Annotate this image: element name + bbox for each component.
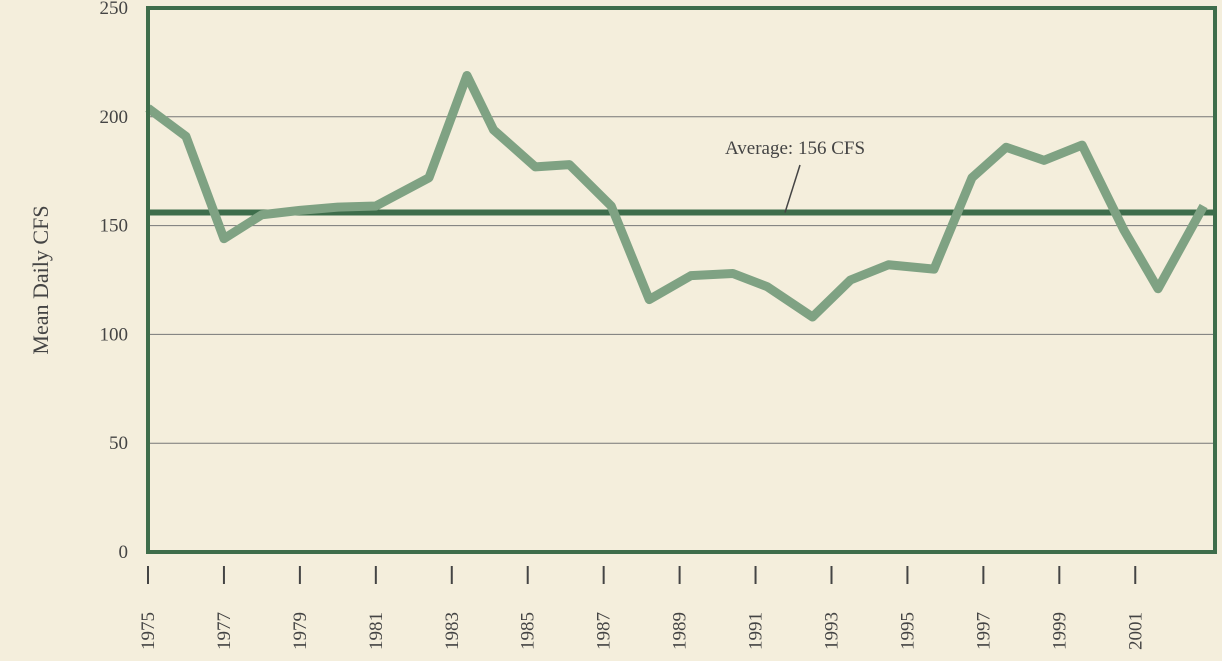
x-tick-label: 1989 — [670, 612, 691, 650]
x-tick-label: 1995 — [897, 612, 918, 650]
annotation-leader — [784, 164, 801, 213]
x-tick-label: 1977 — [214, 612, 235, 650]
x-tick-label: 1993 — [821, 612, 842, 650]
x-tick-label: 1979 — [290, 612, 311, 650]
annotation: Average: 156 CFS — [725, 138, 865, 159]
x-tick-label: 1981 — [366, 612, 387, 650]
x-tick-label: 1983 — [442, 612, 463, 650]
x-tick-label: 1991 — [746, 612, 767, 650]
y-tick-label: 50 — [109, 433, 128, 454]
y-tick-label: 150 — [100, 216, 129, 237]
x-tick-label: 1975 — [138, 612, 159, 650]
x-tick-label: 1987 — [594, 612, 615, 650]
y-tick-label: 250 — [100, 0, 129, 19]
y-axis-label: Mean Daily CFS — [28, 205, 53, 354]
x-tick-label: 1999 — [1049, 612, 1070, 650]
y-tick-label: 200 — [100, 107, 129, 128]
x-tick-label: 2001 — [1125, 612, 1146, 650]
y-tick-label: 0 — [119, 542, 129, 563]
plot-frame — [146, 6, 1217, 554]
data-line — [145, 70, 1208, 322]
x-tick-label: 1997 — [973, 612, 994, 650]
x-tick-label: 1985 — [518, 612, 539, 650]
y-tick-label: 100 — [100, 324, 129, 345]
